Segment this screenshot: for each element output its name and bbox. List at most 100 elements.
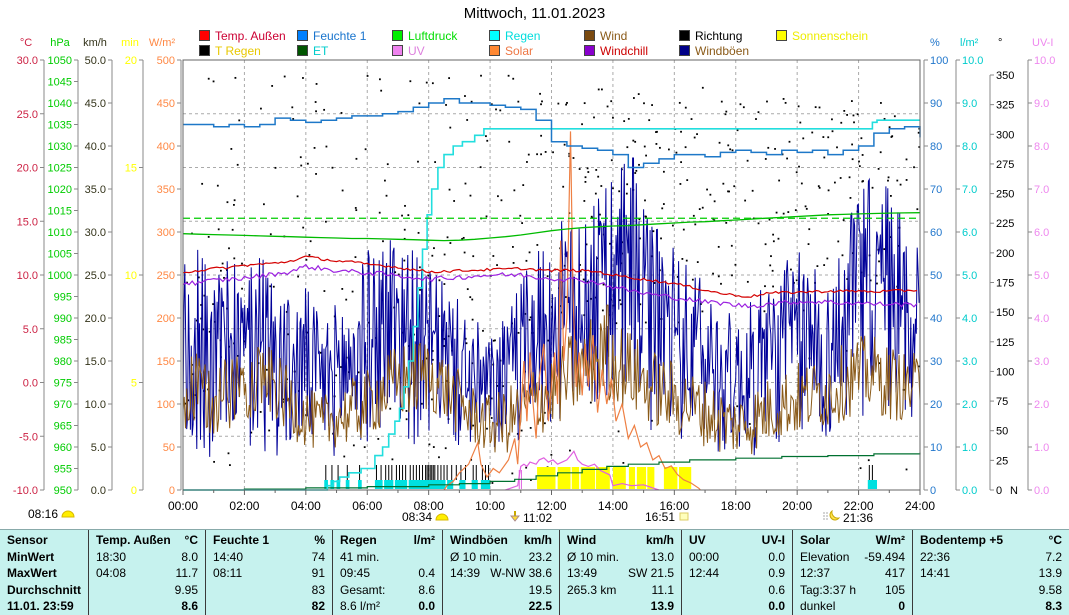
wind-direction-dot: [466, 119, 469, 121]
wm2-axis-title: W/m²: [149, 37, 176, 49]
wind-direction-dot: [889, 195, 892, 197]
wind-direction-dot: [744, 199, 747, 202]
uvi-axis-tick-label: 0.0: [1034, 485, 1049, 497]
wind-direction-dot: [586, 300, 589, 302]
percent-axis-title: %: [930, 37, 940, 49]
table-cell: 13.0: [650, 549, 674, 564]
table-column-feuchte-1: Feuchte 1% 14:40 74 08:11 91 83 82: [206, 530, 333, 615]
sun-icon: [61, 507, 75, 521]
temp-axis-tick-label: 20.0: [17, 163, 38, 175]
wind-direction-dot: [618, 190, 621, 193]
rain-time-block: [374, 480, 383, 489]
wind-direction-dot: [471, 318, 474, 321]
wind-direction-dot: [536, 244, 539, 246]
north-label: N: [1010, 485, 1018, 497]
wind-direction-dot: [418, 102, 421, 105]
wind-direction-dot: [394, 271, 397, 274]
wind-direction-dot: [428, 443, 431, 446]
wind-direction-dot: [626, 146, 629, 149]
wind-direction-dot: [302, 77, 304, 79]
table-cell: Temp. Außen: [96, 533, 171, 547]
wind-direction-dot: [772, 233, 775, 236]
wind-direction-dot: [599, 213, 601, 216]
wind-direction-dot: [463, 251, 466, 254]
wind-direction-dot: [512, 77, 515, 80]
wind-direction-dot: [746, 280, 749, 283]
wind-direction-dot: [827, 189, 830, 192]
wind-direction-dot: [724, 113, 727, 116]
wind-direction-dot: [590, 215, 593, 218]
lm2-axis-tick-label: 6.0: [962, 227, 977, 239]
wind-direction-dot: [725, 221, 728, 224]
table-row: Elevation -59.494: [800, 549, 905, 566]
wind-direction-dot: [299, 156, 302, 159]
wind-direction-dot: [713, 219, 716, 222]
wind-direction-dot: [814, 106, 817, 109]
wind-direction-dot: [685, 259, 688, 262]
table-row: 22.5: [450, 598, 552, 615]
wind-direction-dot: [569, 449, 571, 452]
wind-direction-dot: [851, 158, 854, 161]
wind-direction-dot: [681, 258, 684, 260]
table-cell: 417: [884, 566, 905, 580]
lm2-axis-tick-label: 3.0: [962, 356, 977, 368]
wind-direction-dot: [757, 222, 760, 225]
wind-direction-dot: [652, 230, 655, 233]
table-row: MaxWert: [7, 565, 81, 582]
wind-direction-dot: [637, 93, 640, 95]
wind-direction-dot: [841, 254, 844, 257]
wind-direction-dot: [767, 146, 770, 149]
wind-direction-dot: [287, 333, 290, 336]
table-column-windb-en: Windböen km/h Ø 10 min. 23.2 14:39 W-NW 38.6 1…: [443, 530, 560, 615]
wind-direction-dot: [730, 244, 733, 247]
wind-direction-dot: [259, 411, 262, 413]
percent-axis-tick-label: 0: [930, 485, 936, 497]
wind-direction-dot: [852, 114, 855, 117]
wind-direction-dot: [585, 243, 588, 246]
wind-direction-dot: [731, 149, 734, 152]
wind-direction-dot: [797, 105, 800, 108]
wind-direction-dot: [263, 203, 265, 206]
wind-direction-dot: [472, 255, 475, 258]
wind-direction-dot: [822, 136, 825, 138]
hpa-axis-tick-label: 965: [54, 421, 72, 433]
wind-direction-dot: [799, 121, 802, 124]
table-row: 12:44 0.9: [689, 565, 785, 582]
weather-chart: 00:00 02:00 04:00 06:00 08:00 10:00 12:00 14:00…: [13, 37, 1056, 513]
wind-direction-dot: [543, 422, 546, 425]
table-cell: W-NW 38.6: [490, 566, 552, 580]
wind-direction-dot: [788, 140, 791, 143]
table-cell: Durchschnitt: [7, 582, 82, 597]
rain-time-block: [345, 480, 350, 489]
wind-direction-dot: [597, 175, 600, 178]
wind-direction-dot: [795, 171, 798, 174]
wind-direction-dot: [686, 179, 689, 182]
wind-direction-dot: [565, 296, 567, 298]
wind-direction-dot: [774, 148, 776, 150]
wind-direction-dot: [587, 171, 590, 173]
legend-swatch: [776, 30, 787, 41]
table-cell: Windböen: [450, 533, 508, 547]
wind-direction-dot: [609, 242, 611, 245]
wind-direction-dot: [727, 144, 730, 147]
sunset-time: 16:51: [645, 510, 676, 524]
percent-axis-tick-label: 10: [930, 442, 942, 454]
wind-direction-dot: [486, 139, 489, 142]
wind-direction-dot: [680, 161, 682, 164]
legend-swatch: [584, 45, 595, 56]
hpa-axis-tick-label: 990: [54, 313, 72, 325]
table-row: 04:08 11.7: [96, 565, 198, 582]
wind-direction-dot: [768, 218, 771, 221]
moonset-annotation: 11:02: [509, 510, 552, 525]
wind-direction-dot: [563, 143, 566, 146]
x-axis-label: 00:00: [168, 499, 198, 513]
table-cell: MaxWert: [7, 566, 57, 580]
wind-direction-dot: [566, 101, 568, 104]
et-series: [183, 452, 921, 491]
wind-direction-dot: [208, 330, 211, 333]
percent-axis-tick-label: 70: [930, 184, 942, 196]
wind-direction-dot: [479, 166, 482, 169]
percent-axis-tick-label: 20: [930, 399, 942, 411]
wind-direction-dot: [596, 257, 599, 260]
wind-direction-dot: [602, 283, 605, 286]
